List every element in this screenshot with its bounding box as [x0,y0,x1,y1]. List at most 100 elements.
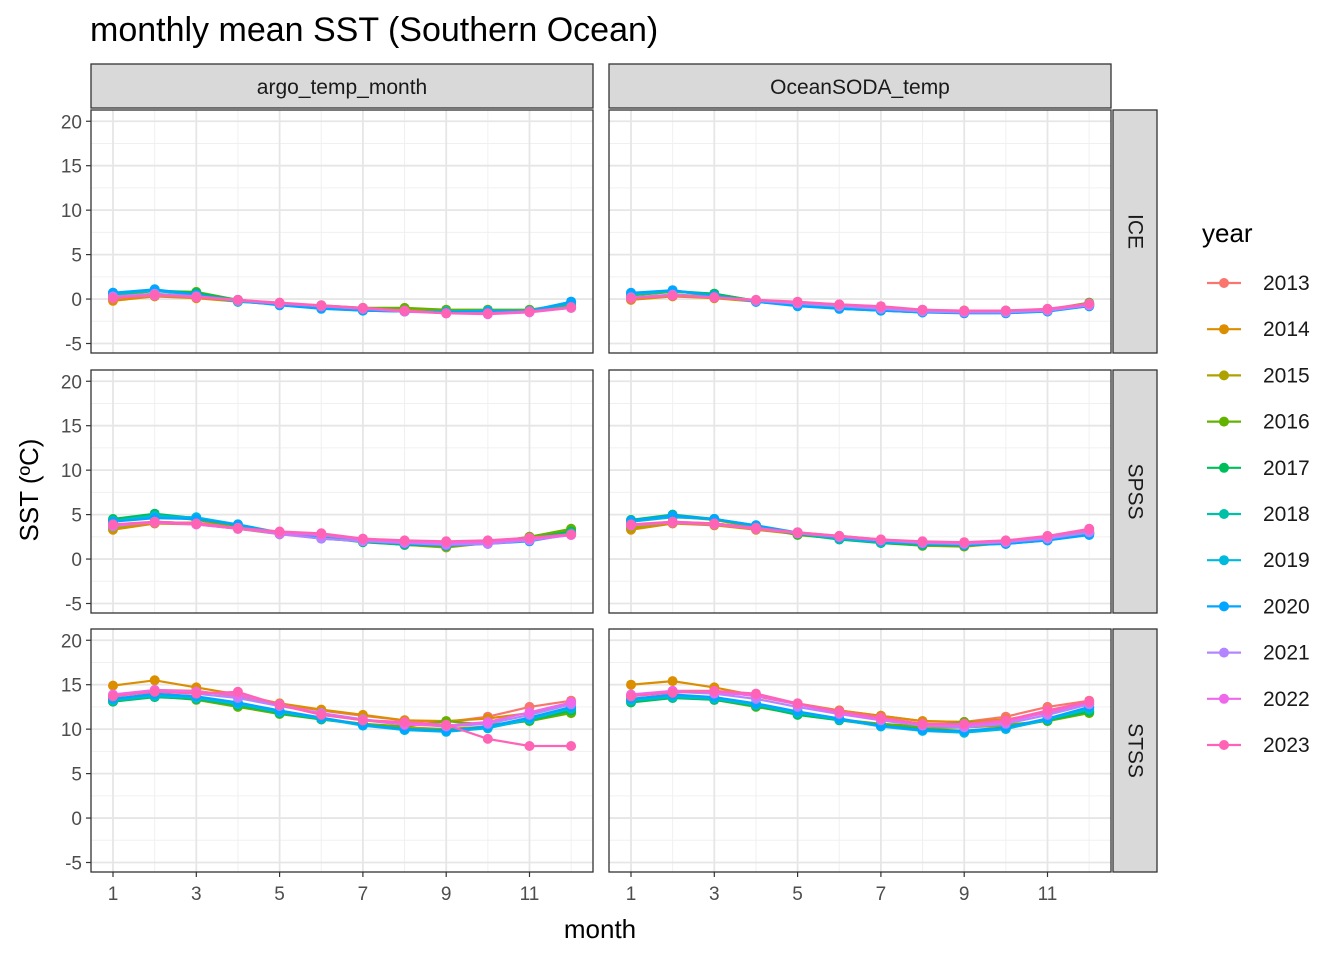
y-tick-label: 20 [61,112,82,133]
x-axis-label: month [564,914,636,944]
legend-swatch-point [1219,647,1229,658]
data-point-2023 [149,686,160,697]
y-tick-label: 5 [71,506,82,527]
legend-swatch-point [1219,370,1229,381]
y-tick-label: 0 [71,809,82,830]
y-tick-label: -5 [65,854,82,875]
data-point-2023 [917,304,928,315]
data-point-2023 [524,741,535,751]
legend-label: 2015 [1263,364,1310,387]
data-point-2023 [274,297,285,308]
data-point-2014 [108,680,118,691]
y-tick-label: 15 [61,417,82,438]
x-tick-label: 7 [876,884,887,905]
panel-argo_temp_month-ICE [90,109,594,354]
data-point-2023 [399,305,410,316]
data-point-2014 [667,676,678,687]
data-point-2023 [524,306,535,317]
data-point-2023 [1084,298,1095,309]
data-point-2023 [399,717,410,727]
x-tick-label: 1 [108,884,119,905]
y-axis-label: SST (ºC) [14,439,44,542]
data-point-2022 [482,717,493,727]
data-point-2023 [792,527,803,538]
legend-swatch-point [1219,740,1229,750]
x-tick-label: 3 [709,884,720,905]
data-point-2023 [626,691,636,702]
data-point-2023 [316,300,327,311]
panel-background [91,370,593,613]
data-point-2023 [108,293,118,304]
column-strip [90,63,594,109]
y-tick-label: 5 [71,765,82,786]
chart-title: monthly mean SST (Southern Ocean) [90,11,658,49]
data-point-2023 [566,302,577,313]
legend-item-2016: 2016 [1207,411,1310,434]
x-tick-label: 11 [1038,884,1058,905]
legend-label: 2017 [1263,457,1310,480]
data-point-2023 [316,528,327,539]
legend-label: 2020 [1263,595,1310,618]
panel-border [608,109,1112,354]
data-point-2023 [441,308,452,319]
legend-label: 2022 [1263,688,1310,711]
data-point-2023 [875,301,886,312]
y-tick-label: 20 [61,631,82,652]
data-point-2023 [316,709,327,720]
y-tick-label: 5 [71,246,82,267]
data-point-2023 [232,686,243,697]
legend-swatch-point [1219,601,1229,612]
legend-item-2020: 2020 [1207,595,1310,618]
y-tick-label: 0 [71,290,82,311]
column-strip-label: argo_temp_month [257,76,427,99]
data-point-2023 [1000,715,1011,726]
data-point-2023 [959,305,970,316]
legend-swatch-point [1219,462,1229,473]
series-line-2023 [630,294,1090,312]
panel-OceanSODA_temp-ICE [608,109,1112,354]
row-strip [1112,109,1158,354]
data-point-2023 [917,536,928,547]
y-tick-label: -5 [65,335,82,356]
data-point-2023 [834,299,845,310]
y-tick-label: 0 [71,550,82,571]
data-point-2023 [441,719,452,730]
row-strip-label: SPSS [1124,463,1147,519]
legend-label: 2019 [1263,549,1310,572]
legend-label: 2021 [1263,642,1310,665]
data-point-2023 [482,535,493,546]
data-point-2023 [834,706,845,717]
panel-border [608,628,1112,873]
data-point-2023 [667,290,678,301]
legend-label: 2016 [1263,411,1310,434]
legend-item-2018: 2018 [1207,503,1310,526]
legend-item-2013: 2013 [1207,272,1310,295]
series-line-2023 [630,520,1090,544]
data-point-2023 [834,530,845,541]
y-tick-label: 10 [61,720,82,741]
series-line-2014 [112,679,572,723]
panel-background [609,110,1111,353]
data-point-2023 [751,688,761,699]
data-point-2023 [917,718,928,729]
data-point-2023 [1000,305,1011,316]
row-strip-label: STSS [1124,723,1147,778]
data-point-2023 [357,302,368,313]
x-tick-label: 3 [191,884,202,905]
data-point-2023 [566,529,577,540]
data-point-2023 [1042,705,1053,716]
panel-OceanSODA_temp-STSS [608,628,1112,873]
x-tick-label: 9 [959,884,970,905]
data-point-2023 [191,688,202,699]
data-point-2023 [667,516,678,527]
data-point-2023 [191,518,202,529]
data-point-2023 [441,536,452,547]
panel-background [91,629,593,872]
data-point-2023 [108,691,118,702]
data-point-2023 [667,687,678,698]
data-point-2023 [1084,523,1095,534]
panel-background [609,629,1111,872]
legend-label: 2023 [1263,734,1310,757]
series-line-2020 [112,692,572,733]
